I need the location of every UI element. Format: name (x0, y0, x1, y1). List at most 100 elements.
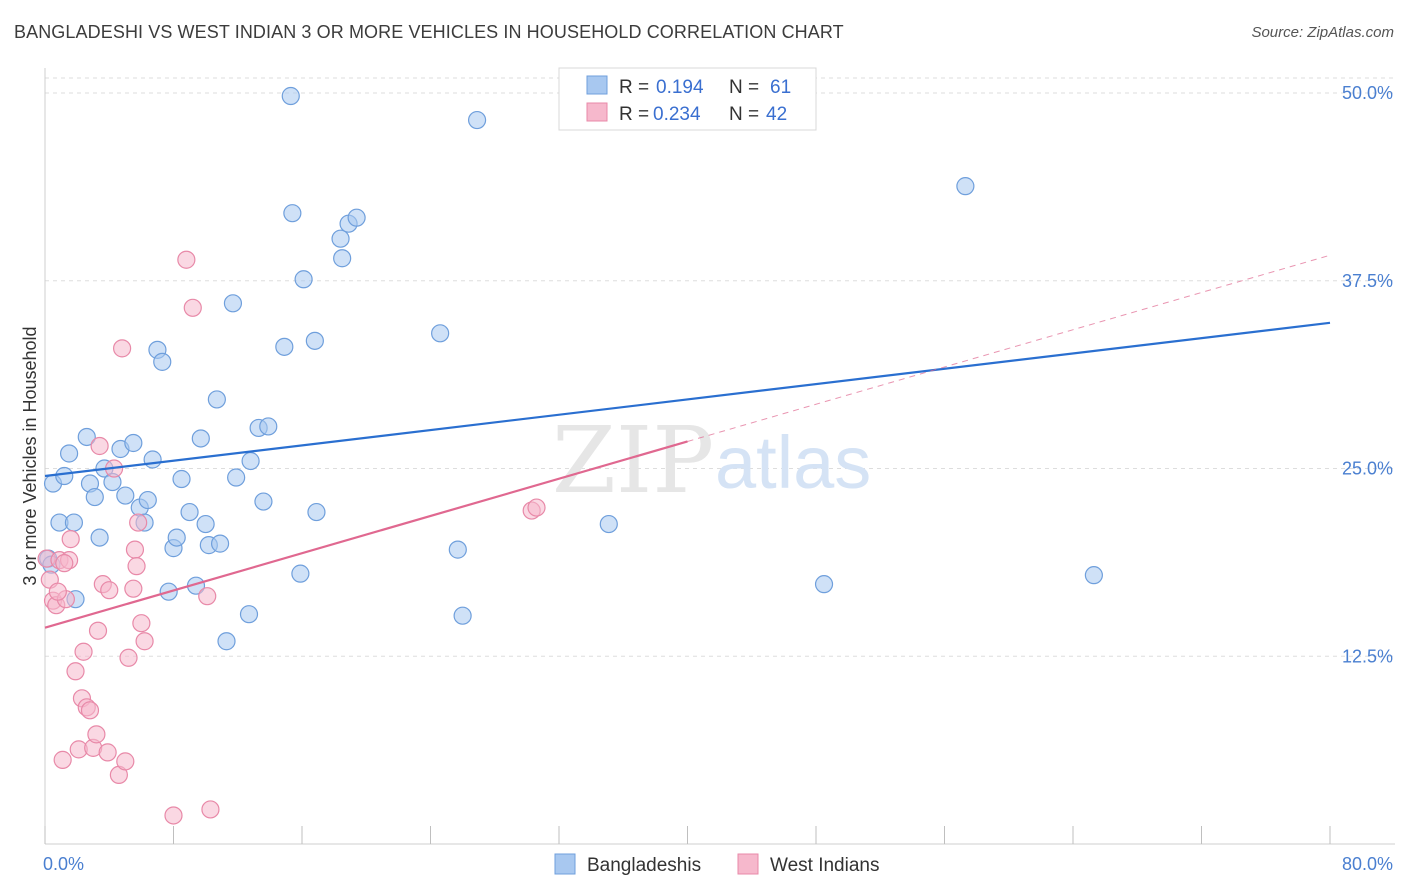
x-tick-label-1: 80.0% (1342, 854, 1393, 874)
point-bangladeshis-8 (85, 487, 104, 507)
watermark-zip: ZIP (552, 407, 714, 514)
trend-line-bangladeshis (44, 321, 1331, 478)
point-bangladeshis-20 (153, 352, 172, 371)
legend-swatch-west-indians (586, 102, 608, 122)
point-west-indians-30 (129, 513, 148, 532)
point-west-indians-36 (198, 587, 217, 606)
point-bangladeshis-27 (191, 429, 210, 448)
point-bangladeshis-57 (956, 177, 975, 196)
point-west-indians-5 (53, 750, 72, 769)
point-bangladeshis-44 (294, 270, 313, 289)
point-bangladeshis-54 (467, 110, 487, 130)
point-west-indians-35 (183, 298, 202, 317)
point-west-indians-16 (87, 725, 106, 744)
point-west-indians-25 (116, 752, 135, 771)
point-bangladeshis-30 (207, 390, 226, 409)
data-points (37, 86, 1103, 825)
legend-n-value-2: 42 (766, 104, 787, 125)
x-tick-label-0: 0.0% (43, 854, 84, 874)
legend-n-label-2: N = (729, 104, 759, 125)
point-bangladeshis-50 (347, 208, 366, 227)
x-tick-labels: 0.0% 80.0% (43, 854, 1393, 874)
point-bangladeshis-3 (59, 444, 79, 463)
point-west-indians-41 (55, 554, 74, 573)
point-bangladeshis-18 (143, 450, 162, 469)
point-bangladeshis-45 (305, 331, 324, 350)
point-west-indians-37 (201, 800, 220, 819)
point-bangladeshis-52 (448, 540, 467, 559)
point-bangladeshis-25 (180, 502, 199, 522)
axes (44, 68, 1395, 845)
legend-r-label-2: R = (619, 104, 649, 125)
point-bangladeshis-34 (227, 468, 246, 487)
point-bangladeshis-24 (172, 469, 191, 489)
point-bangladeshis-32 (217, 632, 236, 651)
y-axis-label: 3 or more Vehicles in Household (20, 326, 40, 585)
legend-n-value-1: 61 (770, 77, 791, 98)
point-bangladeshis-23 (167, 528, 186, 547)
point-bangladeshis-47 (331, 229, 350, 248)
point-bangladeshis-53 (453, 606, 472, 625)
point-bangladeshis-36 (241, 451, 260, 471)
point-west-indians-12 (74, 642, 93, 661)
y-tick-label-1: 25.0% (1342, 459, 1393, 479)
point-bangladeshis-39 (259, 417, 278, 436)
point-west-indians-34 (177, 250, 196, 269)
legend-r-label-1: R = (619, 77, 649, 98)
point-bangladeshis-4 (64, 513, 84, 532)
y-tick-label-0: 12.5% (1342, 646, 1393, 666)
point-bangladeshis-41 (281, 86, 300, 106)
point-bangladeshis-28 (196, 514, 215, 534)
point-west-indians-40 (527, 498, 546, 517)
bottom-legend-west-indians: West Indians (770, 855, 879, 876)
point-bangladeshis-42 (283, 204, 302, 223)
bottom-legend-swatch-bangladeshis (554, 853, 576, 875)
point-west-indians-14 (80, 701, 100, 720)
point-bangladeshis-55 (599, 514, 618, 534)
point-west-indians-31 (132, 614, 151, 633)
point-bangladeshis-17 (138, 490, 157, 510)
point-bangladeshis-51 (431, 324, 450, 343)
legend-r-value-2: 0.234 (653, 104, 701, 125)
point-west-indians-20 (98, 743, 117, 762)
point-west-indians-38 (48, 582, 67, 601)
point-bangladeshis-6 (77, 427, 96, 447)
y-tick-label-3: 50.0% (1342, 83, 1393, 103)
legend-n-label-1: N = (729, 77, 759, 98)
point-west-indians-8 (61, 530, 80, 549)
point-west-indians-9 (66, 662, 85, 681)
watermark-atlas: atlas (715, 421, 871, 504)
trend-line-west-indians (44, 440, 688, 629)
point-west-indians-33 (164, 806, 183, 825)
y-tick-label-2: 37.5% (1342, 271, 1393, 291)
point-bangladeshis-9 (90, 528, 109, 547)
source-label: Source: ZipAtlas.com (1251, 24, 1394, 41)
point-bangladeshis-43 (291, 564, 310, 583)
point-west-indians-27 (124, 579, 143, 598)
trend-line-extension-west-indians (687, 254, 1331, 442)
point-bangladeshis-14 (124, 433, 143, 453)
point-bangladeshis-13 (116, 486, 135, 505)
legend-top: R = 0.194 N = 61 R = 0.234 N = 42 (558, 67, 817, 131)
point-west-indians-18 (90, 436, 109, 456)
point-bangladeshis-40 (275, 337, 294, 356)
point-bangladeshis-46 (307, 502, 326, 522)
point-west-indians-28 (125, 540, 145, 559)
point-west-indians-32 (135, 632, 154, 651)
point-west-indians-17 (88, 621, 108, 640)
point-west-indians-24 (112, 339, 132, 358)
bottom-legend-swatch-west-indians (737, 853, 759, 875)
legend-bottom: Bangladeshis West Indians (554, 853, 879, 876)
point-bangladeshis-33 (223, 294, 243, 313)
chart-title: BANGLADESHI VS WEST INDIAN 3 OR MORE VEH… (14, 22, 844, 42)
point-bangladeshis-35 (239, 605, 259, 624)
trend-lines (44, 254, 1331, 629)
legend-r-value-1: 0.194 (656, 77, 704, 98)
y-tick-labels: 12.5% 25.0% 37.5% 50.0% (1342, 83, 1393, 666)
point-bangladeshis-38 (254, 492, 273, 511)
point-bangladeshis-48 (333, 249, 352, 268)
point-west-indians-29 (127, 557, 146, 576)
point-west-indians-26 (119, 648, 138, 667)
point-bangladeshis-56 (814, 575, 834, 594)
